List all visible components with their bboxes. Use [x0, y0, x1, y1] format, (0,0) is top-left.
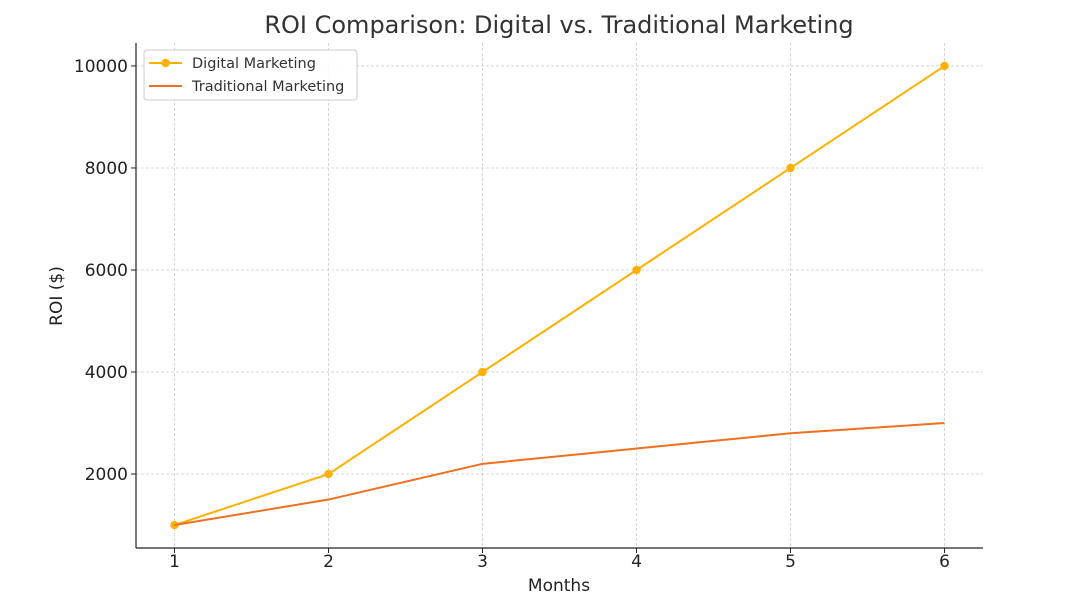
- data-point: [940, 61, 949, 71]
- legend-label: Digital Marketing: [192, 56, 316, 72]
- legend-entry: Traditional Marketing: [149, 79, 344, 95]
- legend-label: Traditional Marketing: [191, 79, 344, 95]
- y-tick-label: 8000: [85, 159, 128, 179]
- x-axis-label: Months: [528, 576, 590, 596]
- data-point: [478, 367, 487, 377]
- x-tick-label: 4: [631, 552, 642, 572]
- x-tick-label: 5: [785, 552, 796, 572]
- y-tick-label: 4000: [85, 363, 128, 383]
- legend-swatch-marker: [161, 58, 170, 68]
- grid-lines: [136, 43, 983, 548]
- series-line: [174, 422, 945, 527]
- legend: Digital Marketing Traditional Marketing: [143, 49, 358, 101]
- series-1: [174, 422, 945, 527]
- y-tick-label: 2000: [85, 465, 128, 485]
- data-point: [632, 265, 641, 275]
- y-tick-label: 6000: [85, 261, 128, 281]
- x-tick-label: 6: [939, 552, 950, 572]
- legend-box: [143, 49, 358, 101]
- y-axis-label: ROI ($): [47, 266, 67, 326]
- tick-labels: 1 2 3 4 5 6 2000 4000 6000 8000 10000: [74, 57, 950, 572]
- x-tick-label: 1: [169, 552, 180, 572]
- chart-title: ROI Comparison: Digital vs. Traditional …: [264, 11, 853, 39]
- axes: [131, 43, 983, 553]
- y-tick-label: 10000: [74, 57, 128, 77]
- x-tick-label: 2: [323, 552, 334, 572]
- x-tick-label: 3: [477, 552, 488, 572]
- data-series: [170, 61, 949, 530]
- legend-entry: Digital Marketing: [149, 56, 316, 72]
- series-line: [174, 65, 946, 526]
- series-0: [170, 61, 949, 530]
- data-point: [324, 469, 333, 479]
- data-point: [786, 163, 795, 173]
